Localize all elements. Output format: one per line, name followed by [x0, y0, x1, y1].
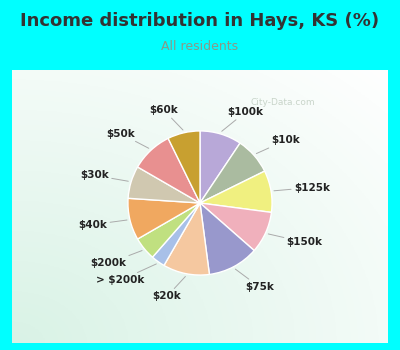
Text: $50k: $50k — [106, 128, 149, 148]
Wedge shape — [128, 198, 200, 239]
Text: $40k: $40k — [78, 219, 127, 230]
Wedge shape — [152, 203, 200, 265]
Text: $75k: $75k — [235, 269, 274, 292]
Text: $20k: $20k — [153, 276, 185, 301]
Wedge shape — [138, 203, 200, 257]
Text: $125k: $125k — [274, 182, 330, 192]
Wedge shape — [200, 203, 254, 274]
Text: > $200k: > $200k — [96, 264, 156, 285]
Wedge shape — [200, 143, 265, 203]
Text: All residents: All residents — [162, 40, 238, 53]
Text: $60k: $60k — [150, 105, 183, 130]
Text: $200k: $200k — [90, 251, 142, 268]
Text: $30k: $30k — [80, 170, 128, 181]
Text: $10k: $10k — [256, 135, 300, 154]
Wedge shape — [200, 203, 272, 251]
Wedge shape — [128, 167, 200, 203]
Text: Income distribution in Hays, KS (%): Income distribution in Hays, KS (%) — [20, 12, 380, 30]
Text: City-Data.com: City-Data.com — [250, 98, 315, 107]
Text: $100k: $100k — [222, 107, 264, 131]
Wedge shape — [168, 131, 200, 203]
Text: $150k: $150k — [268, 234, 323, 247]
Wedge shape — [200, 131, 240, 203]
Wedge shape — [138, 138, 200, 203]
Wedge shape — [164, 203, 210, 275]
Wedge shape — [200, 171, 272, 212]
